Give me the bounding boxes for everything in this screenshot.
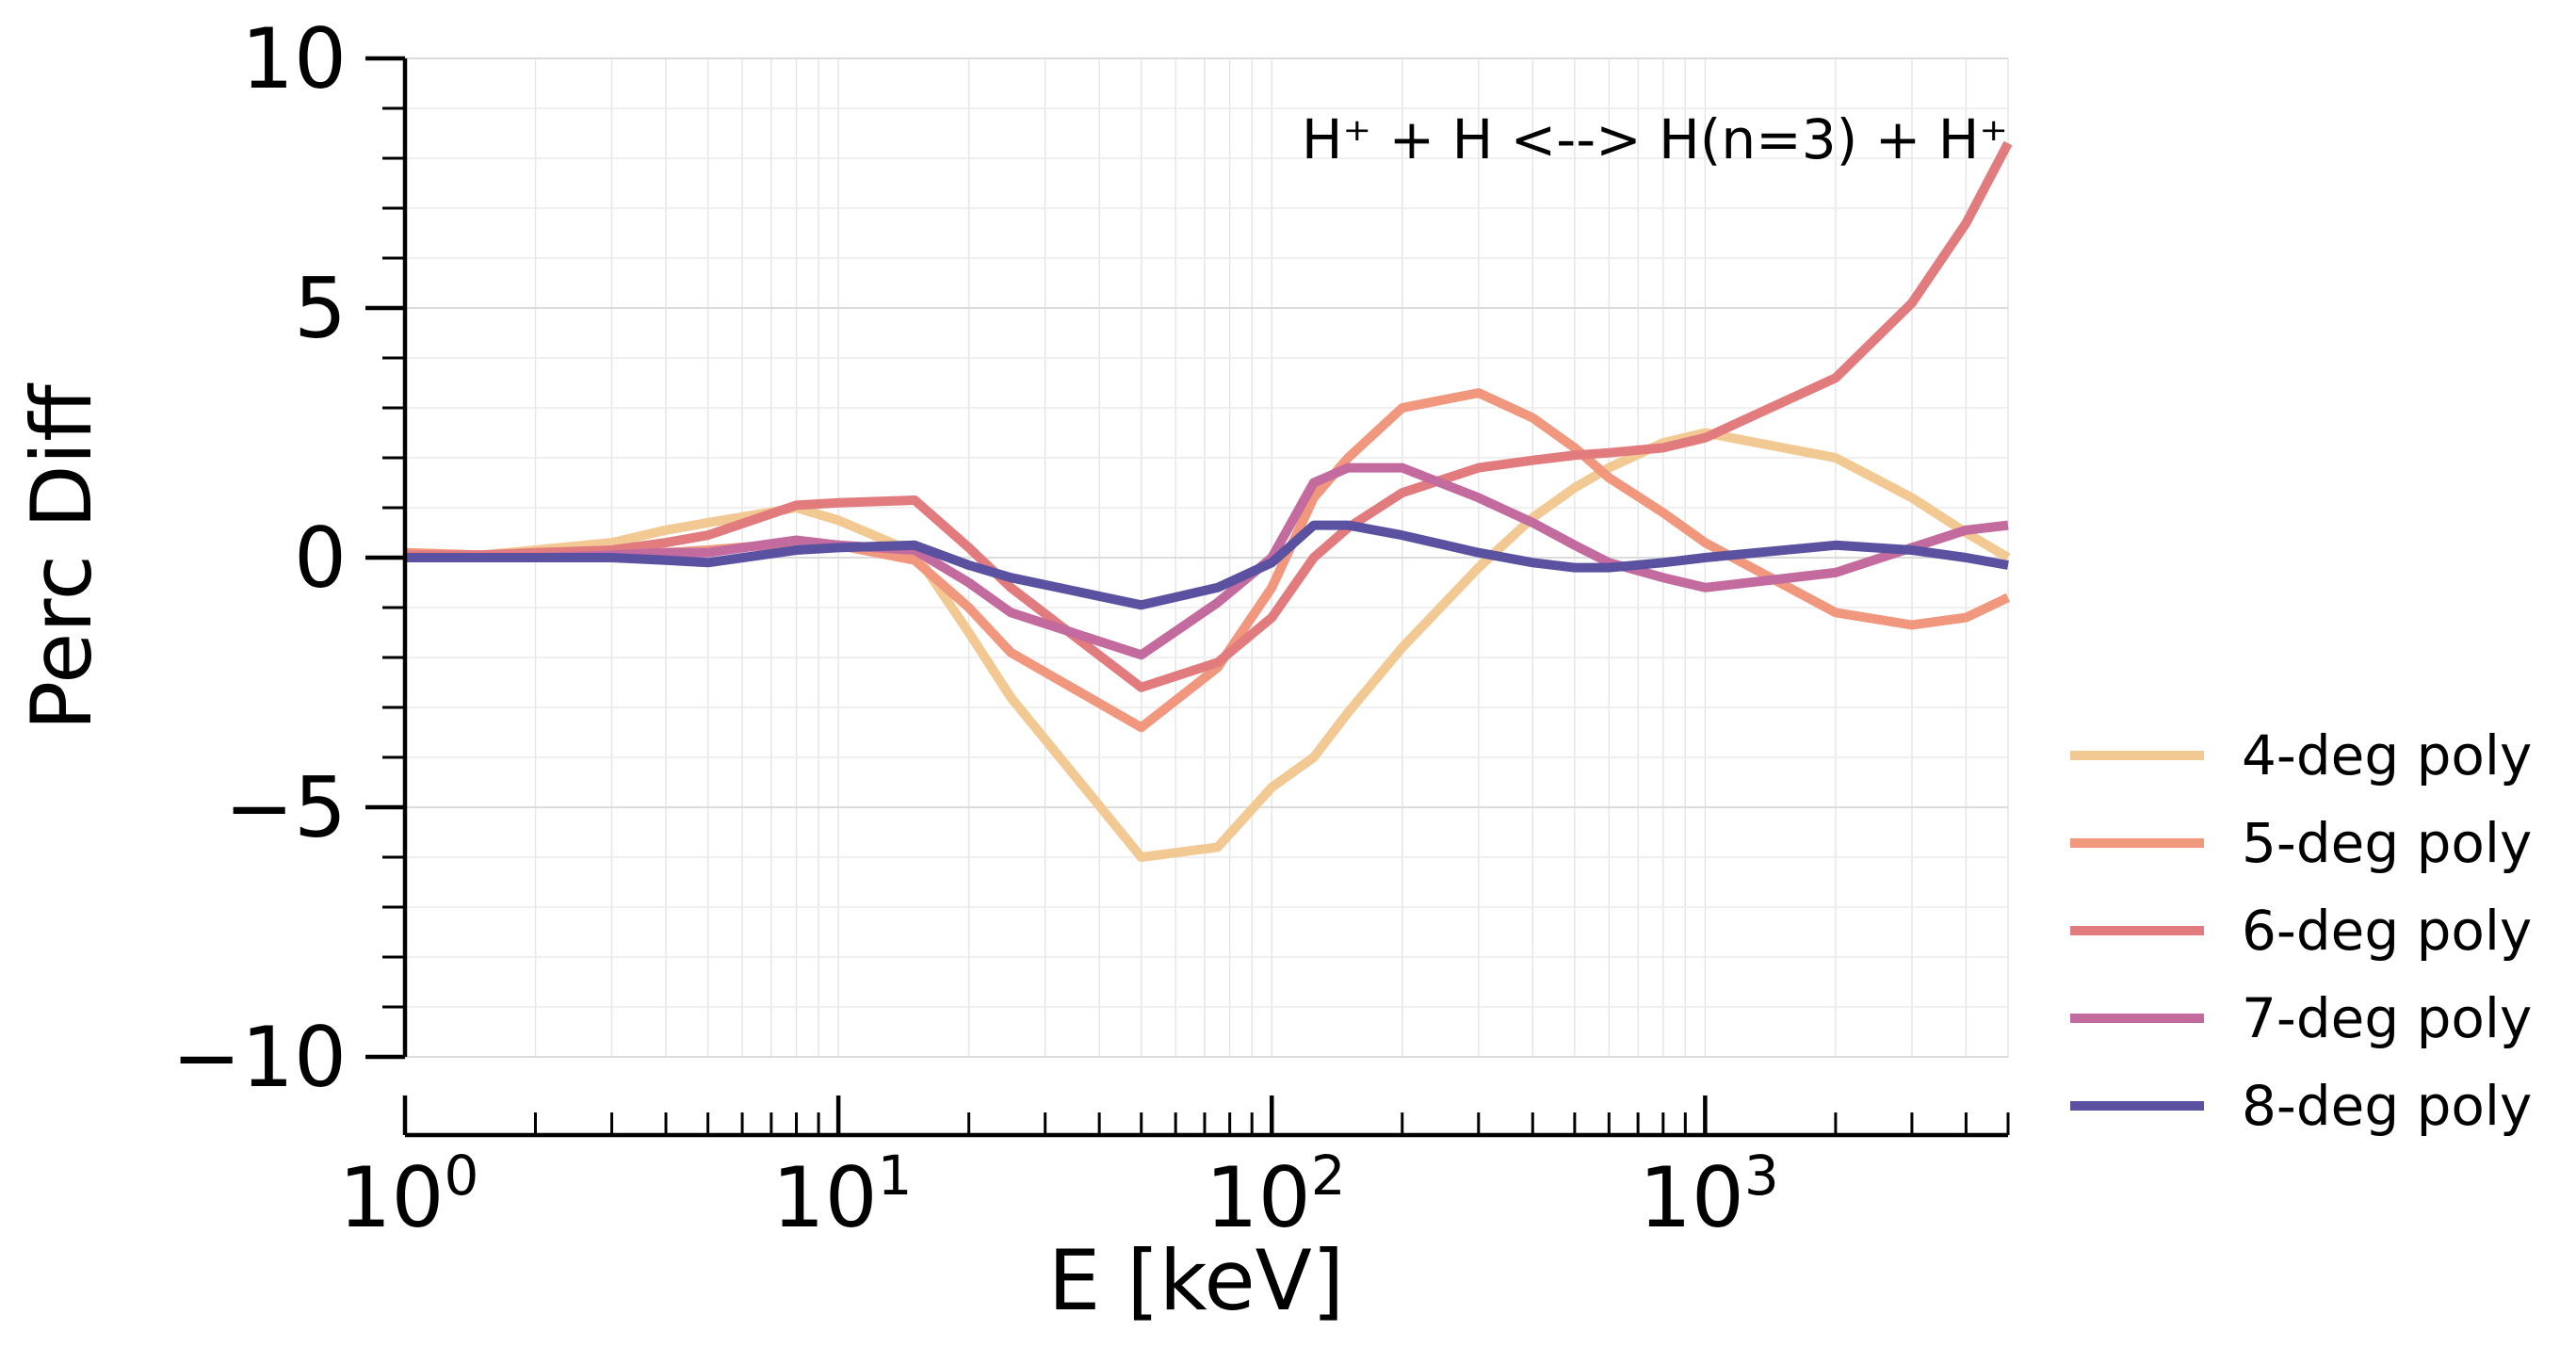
- y-tick-label: −5: [224, 759, 347, 856]
- x-tick-label: 101: [772, 1144, 913, 1246]
- y-tick-label: 5: [294, 260, 347, 357]
- series-lines: [404, 140, 2013, 862]
- legend-label: 6-deg poly: [2242, 899, 2532, 963]
- legend-label: 7-deg poly: [2242, 986, 2532, 1050]
- y-tick-label: 10: [241, 10, 347, 107]
- y-axis-title: Perc Diff: [13, 382, 110, 731]
- series-line-4-deg-poly: [405, 428, 2011, 862]
- series-line-6-deg-poly: [405, 140, 2013, 692]
- axes: [402, 58, 2008, 1138]
- x-axis-title: E [keV]: [1048, 1232, 1344, 1329]
- legend: 4-deg poly 5-deg poly 6-deg poly 7-deg poly…: [2070, 723, 2532, 1138]
- y-tick-label: −10: [171, 1009, 347, 1106]
- legend-label: 4-deg poly: [2242, 723, 2532, 787]
- reaction-annotation: H⁺ + H <--> H(n=3) + H⁺: [1302, 107, 2008, 171]
- grid: [404, 57, 2009, 1058]
- legend-label: 5-deg poly: [2242, 811, 2532, 875]
- legend-label: 8-deg poly: [2242, 1074, 2532, 1138]
- x-tick-label: 100: [339, 1144, 479, 1246]
- ticks: 10 5 0 −5 −10 100 101 102 103: [171, 10, 2010, 1246]
- x-tick-label: 103: [1639, 1144, 1779, 1246]
- y-tick-label: 0: [294, 510, 347, 607]
- x-tick-label: 102: [1206, 1144, 1346, 1246]
- series-line-8-deg-poly: [405, 520, 2009, 610]
